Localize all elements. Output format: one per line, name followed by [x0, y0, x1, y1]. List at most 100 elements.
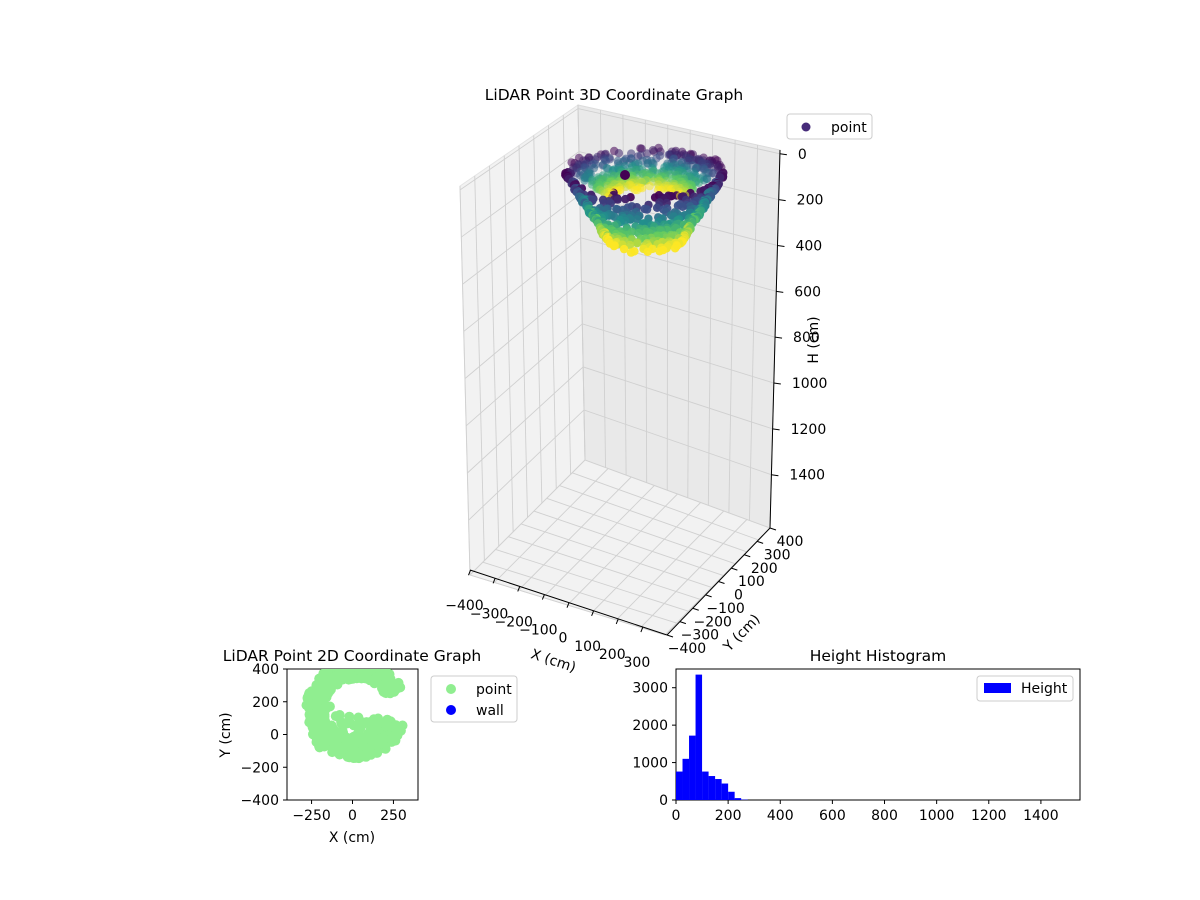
point-3d	[643, 247, 652, 256]
x-tick-label-3d: 200	[599, 647, 626, 663]
x-tick-label-3d: −300	[470, 606, 508, 622]
grid-floor-y	[482, 561, 677, 624]
histogram-bar	[689, 735, 696, 801]
scatter-2d-point	[342, 732, 353, 743]
y-tick-mark-3d	[718, 581, 725, 584]
grid-x-wall-line	[533, 135, 543, 504]
x-tick-mark-3d	[468, 569, 471, 576]
legend-3d-frame	[786, 113, 873, 140]
x-tick-label-3d: 0	[559, 631, 568, 647]
point-3d	[625, 240, 635, 250]
z-tick-mark	[778, 199, 786, 202]
y-tick-mark-3d	[731, 567, 738, 571]
scatter-2d-point	[371, 739, 382, 750]
scatter-2d-point	[348, 720, 359, 731]
grid-floor-y	[508, 536, 701, 600]
x-tick-label-2d: 250	[380, 808, 407, 824]
x-tick-label-3d: −400	[445, 598, 483, 614]
z-tick-mark	[774, 336, 783, 339]
grid-x-wall-line	[548, 125, 557, 489]
scatter-2d-point	[315, 679, 326, 690]
grid-floor-y	[533, 510, 724, 576]
x-tick-label-hist: 400	[767, 808, 794, 824]
scatter-2d-point	[323, 670, 334, 681]
point-3d	[613, 195, 622, 204]
point-3d	[609, 241, 619, 251]
point-3d	[652, 203, 662, 212]
y-tick-label-2d: 0	[270, 728, 279, 744]
z-tick-label: 1200	[791, 422, 827, 438]
plot-3d: 0200400600800100012001400−400−300−200−10…	[445, 86, 873, 676]
z-tick-mark	[771, 474, 779, 477]
histogram-bar	[702, 771, 709, 801]
x-tick-label-hist: 1400	[1023, 808, 1059, 824]
grid-y-wall-line	[599, 109, 607, 468]
grid-y-wall-line	[748, 144, 759, 521]
grid-x-wall-line	[518, 145, 528, 518]
ticks-2d: −250 0 250 400 200 0 −200 −400	[241, 662, 407, 824]
scatter-2d-point	[303, 689, 314, 700]
point-3d	[621, 194, 630, 204]
grid-x-wall-line	[474, 175, 485, 561]
z-tick-label: 800	[793, 330, 820, 346]
y-tick-label-3d: −100	[706, 601, 744, 617]
point-3d	[694, 178, 703, 188]
y-tick-label-3d: −300	[681, 628, 719, 644]
x-axis-line	[469, 569, 668, 636]
scatter-2d-point	[314, 742, 325, 753]
x-tick-label-3d: 100	[574, 639, 601, 655]
legend-hist-frame	[976, 675, 1074, 702]
y-tick-mark-3d	[692, 607, 699, 611]
scatter-2d-point	[358, 719, 369, 729]
y-tick-label-3d: 100	[738, 574, 765, 590]
scatter-2d-point	[381, 719, 392, 730]
x-tick-label-3d: −100	[519, 623, 557, 639]
point-3d	[678, 202, 687, 211]
y-tick-label-2d: 400	[252, 662, 279, 678]
y-tick-label-3d: 400	[777, 534, 804, 550]
x-tick-label-3d: −200	[495, 614, 533, 630]
y-tick-mark-3d	[756, 540, 764, 544]
point-3d	[614, 149, 624, 158]
y-tick-mark-3d	[705, 594, 712, 598]
x-tick-mark-3d	[517, 586, 521, 592]
z-tick-mark	[772, 428, 780, 431]
y-tick-label-3d: 300	[764, 547, 791, 563]
y-tick-label-3d: 200	[751, 561, 778, 577]
grid-floor-x	[542, 485, 655, 598]
grid-floor-x	[615, 510, 725, 621]
z-tick-mark	[773, 382, 781, 385]
scatter-2d-point	[325, 684, 336, 695]
scatter-2d-point	[333, 732, 344, 743]
legend-3d: point	[786, 113, 873, 140]
x-tick-label-hist: 600	[819, 808, 846, 824]
point-3d	[580, 176, 589, 185]
y-tick-label-3d: 0	[734, 588, 743, 604]
scatter-2d-point	[365, 669, 375, 672]
z-tick-mark	[777, 244, 785, 247]
y-tick-label-hist: 0	[659, 793, 668, 809]
y-tick-label-2d: 200	[252, 695, 279, 711]
legend-2d: point wall	[430, 675, 518, 723]
xlabel-2d: X (cm)	[329, 830, 375, 846]
grid-floor-x	[469, 459, 586, 576]
z-tick-label: 400	[795, 238, 822, 254]
grid-floor-y	[546, 497, 736, 565]
z-tick-mark	[779, 153, 787, 156]
x-tick-mark-3d	[591, 610, 595, 616]
legend-hist: Height	[976, 675, 1074, 702]
scatter-2d-point	[383, 674, 394, 685]
scatter-2d-point	[355, 669, 366, 677]
histogram-bar	[721, 783, 729, 801]
legend-3d-marker	[801, 122, 811, 132]
histogram-bars	[676, 674, 748, 801]
x-tick-mark-3d	[492, 578, 496, 584]
scatter-2d-points	[301, 669, 408, 764]
histogram-bar	[708, 776, 716, 800]
y-tick-label-hist: 3000	[632, 681, 668, 697]
grid-floor-x	[640, 519, 748, 628]
legend-2d-marker-wall	[446, 705, 456, 715]
scatter-2d-point	[316, 708, 327, 719]
z-tick-label: 1400	[789, 468, 825, 484]
